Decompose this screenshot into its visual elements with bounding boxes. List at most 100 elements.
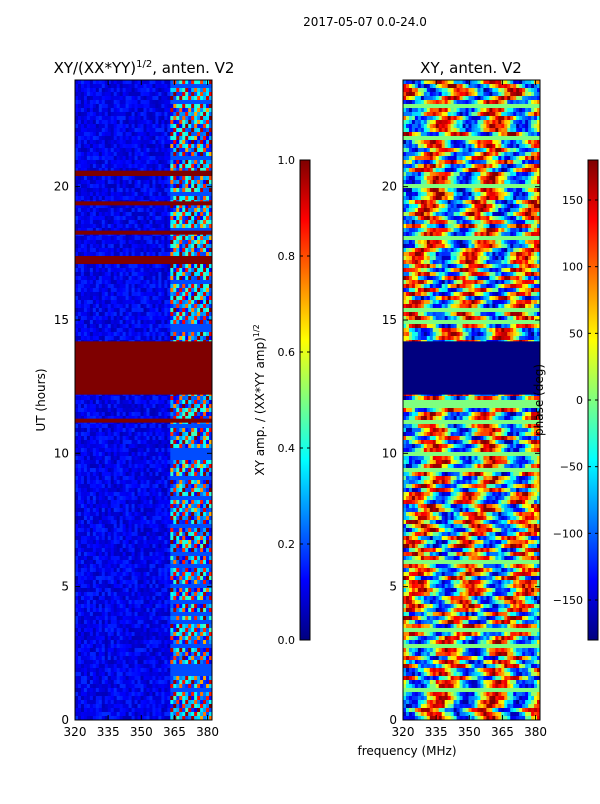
heatmap-cell <box>206 288 210 293</box>
heatmap-cell <box>170 180 174 185</box>
heatmap-cell <box>104 112 109 117</box>
heatmap-cell <box>110 276 115 281</box>
heatmap-cell <box>185 112 189 117</box>
heatmap-cell <box>89 292 94 297</box>
heatmap-cell <box>146 448 151 453</box>
heatmap-cell <box>176 412 180 417</box>
heatmap-cell <box>182 104 186 109</box>
heatmap-cell <box>107 504 112 509</box>
heatmap-cell <box>146 248 151 253</box>
heatmap-cell <box>152 196 157 201</box>
heatmap-cell <box>80 472 85 477</box>
heatmap-cell <box>134 272 139 277</box>
heatmap-cell <box>98 88 103 93</box>
heatmap-cell <box>191 180 195 185</box>
heatmap-cell <box>86 140 91 145</box>
heatmap-cell <box>155 432 159 437</box>
heatmap-cell <box>206 268 210 273</box>
heatmap-cell <box>200 452 204 457</box>
heatmap-cell <box>119 192 124 197</box>
heatmap-cell <box>131 264 136 269</box>
heatmap-cell <box>110 120 115 125</box>
heatmap-cell <box>176 188 180 193</box>
heatmap-cell <box>164 324 168 329</box>
heatmap-cell <box>128 288 133 293</box>
heatmap-cell <box>182 476 186 481</box>
heatmap-cell <box>95 184 100 189</box>
heatmap-cell <box>98 288 103 293</box>
heatmap-cell <box>200 428 204 433</box>
heatmap-cell <box>206 248 210 253</box>
heatmap-cell <box>80 320 85 325</box>
heatmap-cell <box>134 488 139 493</box>
heatmap-cell <box>140 176 145 181</box>
heatmap-cell <box>149 456 154 461</box>
heatmap-cell <box>194 204 198 209</box>
heatmap-cell <box>140 484 145 489</box>
heatmap-cell <box>110 108 115 113</box>
heatmap-cell <box>107 464 112 469</box>
heatmap-cell <box>146 288 151 293</box>
heatmap-cell <box>179 304 183 309</box>
heatmap-cell <box>75 288 79 293</box>
heatmap-cell <box>164 180 168 185</box>
heatmap-cell <box>116 192 121 197</box>
heatmap-cell <box>161 84 165 89</box>
heatmap-cell <box>125 412 130 417</box>
heatmap-cell <box>209 488 212 493</box>
heatmap-cell <box>149 116 154 121</box>
heatmap-cell <box>176 480 180 485</box>
heatmap-cell <box>101 408 106 413</box>
heatmap-cell <box>194 84 198 89</box>
heatmap-cell <box>122 136 127 141</box>
heatmap-cell <box>182 80 186 85</box>
heatmap-cell <box>80 444 85 449</box>
heatmap-cell <box>77 476 82 481</box>
heatmap-cell <box>113 276 118 281</box>
heatmap-cell <box>128 476 133 481</box>
heatmap-cell <box>167 456 171 461</box>
heatmap-cell <box>83 216 88 221</box>
heatmap-cell <box>146 500 151 505</box>
heatmap-cell <box>80 480 85 485</box>
heatmap-cell <box>119 88 124 93</box>
heatmap-cell <box>176 292 180 297</box>
heatmap-cell <box>92 328 97 333</box>
heatmap-cell <box>155 140 159 145</box>
heatmap-cell <box>110 320 115 325</box>
heatmap-cell <box>143 204 148 209</box>
heatmap-cell <box>107 428 112 433</box>
heatmap-cell <box>95 220 100 225</box>
heatmap-cell <box>83 288 88 293</box>
heatmap-cell <box>188 136 192 141</box>
heatmap-cell <box>164 500 168 505</box>
heatmap-cell <box>122 304 127 309</box>
heatmap-cell <box>83 404 88 409</box>
heatmap-cell <box>89 168 94 173</box>
heatmap-cell <box>137 476 142 481</box>
heatmap-cell <box>131 268 136 273</box>
heatmap-cell <box>89 248 94 253</box>
heatmap-cell <box>80 452 85 457</box>
heatmap-cell <box>107 404 112 409</box>
heatmap-cell <box>89 84 94 89</box>
heatmap-cell <box>146 444 151 449</box>
heatmap-cell <box>158 208 162 213</box>
heatmap-cell <box>149 408 154 413</box>
heatmap-cell <box>116 144 121 149</box>
heatmap-cell <box>149 144 154 149</box>
heatmap-cell <box>194 188 198 193</box>
heatmap-cell <box>77 276 82 281</box>
heatmap-cell <box>80 316 85 321</box>
heatmap-cell <box>89 464 94 469</box>
heatmap-cell <box>140 192 145 197</box>
heatmap-cell <box>125 472 130 477</box>
heatmap-cell <box>110 496 115 501</box>
heatmap-cell <box>182 184 186 189</box>
heatmap-cell <box>203 80 207 85</box>
heatmap-cell <box>131 416 136 421</box>
heatmap-cell <box>209 308 212 313</box>
heatmap-cell <box>170 128 174 133</box>
heatmap-cell <box>122 252 127 257</box>
heatmap-cell <box>113 336 118 341</box>
